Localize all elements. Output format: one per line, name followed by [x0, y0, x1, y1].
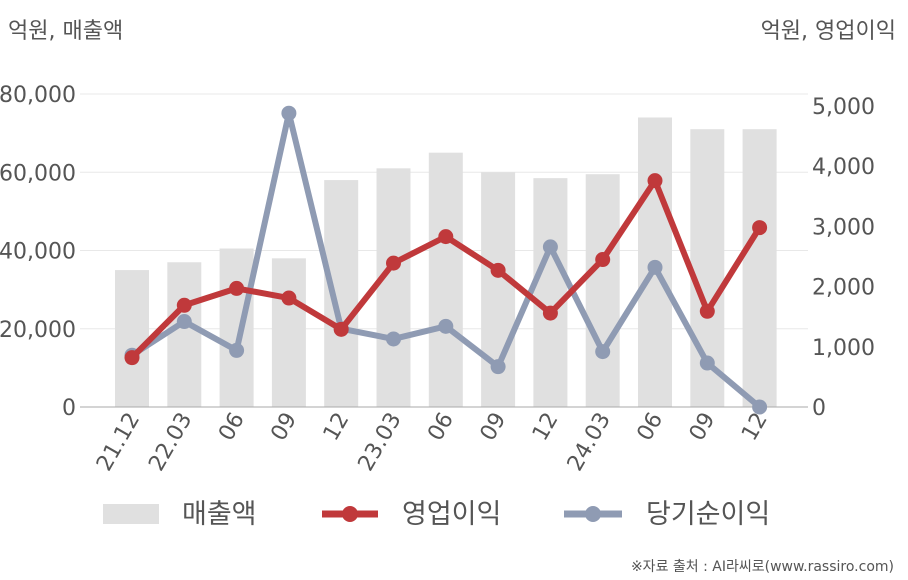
point-operating-profit — [595, 252, 611, 268]
point-operating-profit — [333, 321, 349, 337]
x-tick-label: 06 — [214, 409, 250, 446]
point-operating-profit — [542, 305, 558, 321]
bar-revenue — [167, 262, 202, 407]
right-tick-label: 5,000 — [812, 95, 875, 120]
bar-revenue — [115, 270, 149, 407]
legend-marker-net-income — [585, 506, 601, 522]
point-operating-profit — [438, 229, 454, 245]
point-net-income — [542, 239, 558, 255]
bar-revenue — [219, 248, 254, 407]
right-tick-label: 2,000 — [812, 276, 875, 301]
x-tick-label: 06 — [423, 409, 459, 446]
left-axis-label: 억원, 매출액 — [8, 19, 123, 44]
bar-revenue — [585, 174, 620, 407]
x-tick-label: 06 — [633, 409, 669, 446]
point-net-income — [386, 331, 401, 347]
point-operating-profit — [229, 280, 245, 296]
x-tick-label: 12 — [319, 409, 355, 446]
left-tick-label: 80,000 — [0, 83, 76, 108]
legend-label-revenue: 매출액 — [182, 499, 257, 530]
bar-revenue — [271, 258, 306, 407]
source-note: ※자료 출처 : AI라씨로(www.rassiro.com) — [631, 559, 894, 575]
legend-label-net-income: 당기순이익 — [646, 499, 770, 530]
x-tick-label: 12 — [528, 409, 564, 446]
x-tick-label: 24.03 — [563, 409, 616, 476]
legend-marker-operating-profit — [342, 506, 358, 522]
bar-revenue — [376, 168, 411, 407]
point-operating-profit — [647, 173, 663, 189]
point-operating-profit — [490, 262, 506, 278]
x-tick-label: 22.03 — [144, 409, 197, 476]
point-operating-profit — [124, 350, 140, 366]
point-operating-profit — [176, 297, 192, 313]
x-tick-label: 12 — [737, 409, 773, 446]
point-net-income — [490, 359, 506, 375]
x-tick-label: 23.03 — [354, 409, 407, 476]
bar-revenue — [533, 178, 568, 407]
point-operating-profit — [699, 303, 715, 319]
right-tick-label: 0 — [812, 396, 826, 421]
point-net-income — [752, 399, 768, 415]
legend-label-operating-profit: 영업이익 — [402, 499, 501, 530]
point-net-income — [176, 314, 192, 330]
point-net-income — [281, 105, 297, 121]
left-axis-ticks: 0 20,000 40,000 60,000 80,000 — [0, 83, 76, 421]
line-series — [124, 105, 768, 415]
x-tick-label: 09 — [266, 409, 302, 446]
point-net-income — [595, 344, 611, 360]
right-axis-label: 억원, 영업이익 — [761, 19, 896, 44]
x-tick-label: 09 — [476, 408, 512, 445]
left-tick-label: 40,000 — [0, 240, 76, 265]
point-operating-profit — [386, 255, 401, 271]
legend-swatch-revenue — [103, 504, 159, 524]
left-tick-label: 20,000 — [0, 318, 76, 343]
bar-revenue — [324, 180, 359, 407]
point-operating-profit — [281, 290, 297, 306]
x-tick-label: 21.12 — [92, 409, 145, 476]
point-net-income — [647, 259, 663, 275]
point-net-income — [699, 355, 715, 371]
legend: 매출액 영업이익 당기순이익 — [103, 499, 770, 530]
left-tick-label: 60,000 — [0, 161, 76, 186]
x-tick-label: 09 — [685, 409, 721, 446]
point-net-income — [438, 318, 454, 334]
right-axis-ticks: 0 1,000 2,000 3,000 4,000 5,000 — [812, 95, 875, 421]
point-operating-profit — [752, 220, 768, 236]
bar-revenue — [428, 152, 463, 407]
left-tick-label: 0 — [62, 396, 76, 421]
right-tick-label: 1,000 — [812, 336, 875, 361]
x-axis-ticks: 21.12 22.03 06 09 12 23.03 06 09 12 24.03 06 09 12 — [92, 408, 773, 475]
revenue-bars — [115, 117, 777, 407]
right-tick-label: 3,000 — [812, 215, 875, 240]
point-net-income — [229, 342, 245, 358]
bar-revenue — [742, 129, 777, 407]
right-tick-label: 4,000 — [812, 155, 875, 180]
